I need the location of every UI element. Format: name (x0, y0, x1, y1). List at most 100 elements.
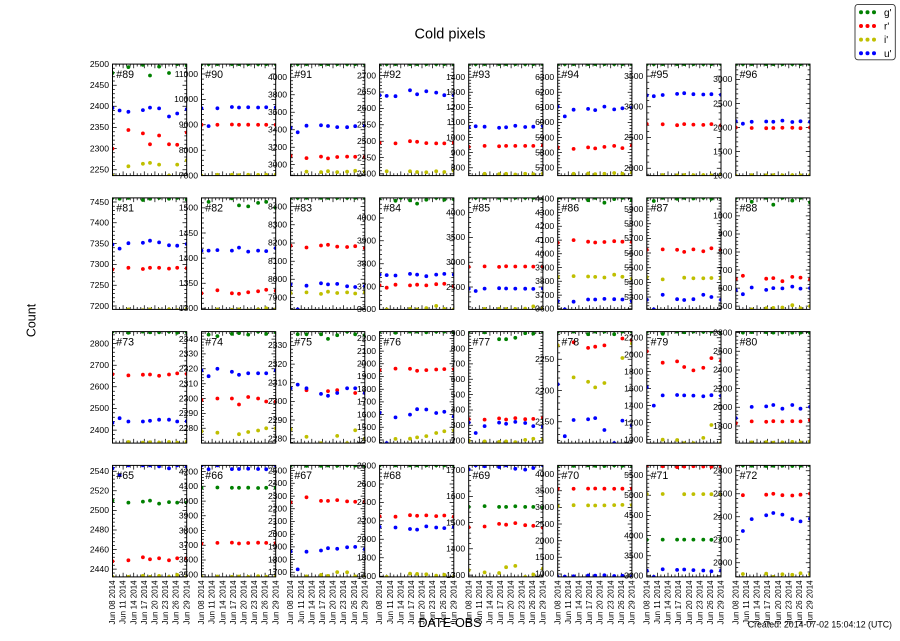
svg-text:2320: 2320 (268, 359, 287, 369)
svg-text:Jun 11 2014: Jun 11 2014 (208, 580, 217, 624)
svg-text:2500: 2500 (90, 59, 109, 69)
svg-text:Jun 17 2014: Jun 17 2014 (318, 580, 327, 625)
svg-text:Jun 23 2014: Jun 23 2014 (161, 580, 170, 625)
svg-text:2000: 2000 (268, 529, 287, 539)
svg-text:Jun 11 2014: Jun 11 2014 (297, 580, 306, 624)
svg-text:7300: 7300 (90, 259, 109, 269)
svg-text:Jun 17 2014: Jun 17 2014 (763, 580, 772, 625)
svg-text:#70: #70 (562, 470, 580, 482)
svg-text:Jun 29 2014: Jun 29 2014 (182, 580, 191, 625)
svg-text:2310: 2310 (268, 378, 287, 388)
svg-text:3800: 3800 (535, 276, 554, 286)
svg-text:Jun 29 2014: Jun 29 2014 (538, 580, 547, 625)
svg-text:#89: #89 (116, 69, 134, 81)
svg-text:1600: 1600 (357, 409, 376, 419)
svg-text:Jun 20 2014: Jun 20 2014 (150, 580, 159, 625)
svg-text:2330: 2330 (268, 340, 287, 350)
svg-text:Jun 11 2014: Jun 11 2014 (386, 580, 395, 624)
svg-text:#74: #74 (205, 336, 223, 348)
svg-text:3000: 3000 (624, 102, 643, 112)
svg-text:2500: 2500 (90, 403, 109, 413)
svg-text:Jun 29 2014: Jun 29 2014 (806, 580, 815, 625)
svg-text:5000: 5000 (624, 490, 643, 500)
svg-text:#69: #69 (473, 470, 491, 482)
svg-text:Jun 29 2014: Jun 29 2014 (360, 580, 369, 625)
svg-text:8100: 8100 (268, 256, 287, 266)
svg-text:Jun 29 2014: Jun 29 2014 (271, 580, 280, 625)
svg-text:#82: #82 (205, 203, 223, 215)
svg-text:2400: 2400 (268, 478, 287, 488)
svg-text:#87: #87 (651, 203, 669, 215)
svg-text:2500: 2500 (446, 282, 465, 292)
svg-text:3000: 3000 (624, 571, 643, 581)
svg-text:2500: 2500 (624, 132, 643, 142)
svg-text:2800: 2800 (713, 466, 732, 476)
svg-text:5500: 5500 (624, 262, 643, 272)
svg-text:#85: #85 (473, 203, 491, 215)
svg-text:2460: 2460 (90, 544, 109, 554)
svg-text:2290: 2290 (179, 408, 198, 418)
svg-text:2500: 2500 (90, 505, 109, 515)
svg-text:Jun 23 2014: Jun 23 2014 (606, 580, 615, 625)
svg-text:2300: 2300 (179, 393, 198, 403)
svg-text:Jun 14 2014: Jun 14 2014 (218, 580, 227, 625)
svg-text:Jun 26 2014: Jun 26 2014 (795, 580, 804, 625)
svg-text:7000: 7000 (179, 170, 198, 180)
svg-text:2500: 2500 (357, 136, 376, 146)
svg-text:2400: 2400 (90, 425, 109, 435)
svg-text:1000: 1000 (624, 434, 643, 444)
svg-text:600: 600 (718, 283, 733, 293)
svg-text:Jun 23 2014: Jun 23 2014 (784, 580, 793, 625)
svg-text:900: 900 (451, 328, 466, 338)
svg-text:Jun 14 2014: Jun 14 2014 (396, 580, 405, 625)
svg-text:Jun 23 2014: Jun 23 2014 (428, 580, 437, 625)
svg-text:8200: 8200 (268, 238, 287, 248)
svg-text:2600: 2600 (90, 382, 109, 392)
svg-text:2200: 2200 (624, 332, 643, 342)
svg-text:5800: 5800 (624, 218, 643, 228)
svg-text:Jun 17 2014: Jun 17 2014 (585, 580, 594, 625)
svg-text:#77: #77 (473, 336, 491, 348)
svg-text:300: 300 (451, 420, 466, 430)
svg-text:1300: 1300 (446, 570, 465, 580)
svg-text:3000: 3000 (713, 74, 732, 84)
svg-text:500: 500 (451, 389, 466, 399)
svg-text:8000: 8000 (268, 274, 287, 284)
svg-text:2000: 2000 (624, 349, 643, 359)
svg-text:3500: 3500 (179, 569, 198, 579)
svg-text:400: 400 (451, 405, 466, 415)
svg-text:Jun 08 2014: Jun 08 2014 (108, 580, 117, 625)
svg-text:2300: 2300 (268, 396, 287, 406)
svg-text:2400: 2400 (713, 512, 732, 522)
svg-text:2600: 2600 (713, 346, 732, 356)
svg-text:1450: 1450 (179, 228, 198, 238)
svg-text:Jun 11 2014: Jun 11 2014 (653, 580, 662, 624)
svg-text:3000: 3000 (535, 502, 554, 512)
svg-text:2480: 2480 (90, 525, 109, 535)
svg-text:1500: 1500 (357, 422, 376, 432)
svg-text:2320: 2320 (179, 364, 198, 374)
svg-text:2300: 2300 (268, 491, 287, 501)
svg-text:2290: 2290 (268, 415, 287, 425)
svg-text:1350: 1350 (179, 278, 198, 288)
svg-text:3900: 3900 (357, 236, 376, 246)
svg-text:2800: 2800 (357, 460, 376, 470)
svg-text:Jun 26 2014: Jun 26 2014 (172, 580, 181, 625)
svg-text:1500: 1500 (446, 517, 465, 527)
svg-text:5300: 5300 (624, 292, 643, 302)
svg-text:10000: 10000 (174, 94, 198, 104)
svg-text:8400: 8400 (268, 201, 287, 211)
svg-text:Jun 11 2014: Jun 11 2014 (475, 580, 484, 624)
svg-text:Jun 23 2014: Jun 23 2014 (695, 580, 704, 625)
svg-text:6000: 6000 (535, 117, 554, 127)
svg-text:#76: #76 (383, 336, 401, 348)
svg-text:5900: 5900 (535, 132, 554, 142)
svg-text:2600: 2600 (357, 103, 376, 113)
svg-text:5900: 5900 (624, 204, 643, 214)
svg-text:#88: #88 (740, 203, 758, 215)
svg-text:5800: 5800 (535, 147, 554, 157)
svg-text:3700: 3700 (179, 540, 198, 550)
svg-text:3800: 3800 (179, 525, 198, 535)
svg-text:2000: 2000 (713, 402, 732, 412)
svg-text:2100: 2100 (268, 516, 287, 526)
